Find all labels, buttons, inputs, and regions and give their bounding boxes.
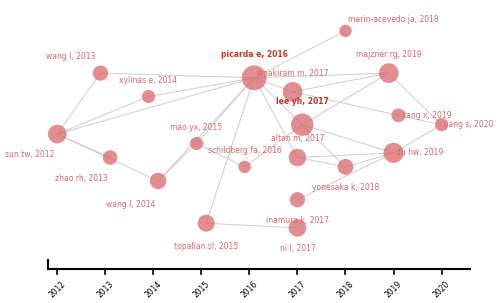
Text: 2020: 2020 [432,279,452,299]
Point [390,150,398,155]
Text: 2018: 2018 [336,279,355,299]
Text: ni l, 2017: ni l, 2017 [280,244,316,253]
Point [294,197,302,202]
Point [438,122,446,127]
Text: du hw, 2019: du hw, 2019 [396,148,443,157]
Text: majzner rg, 2019: majzner rg, 2019 [356,50,422,59]
Text: topalian sl, 2015: topalian sl, 2015 [174,242,238,251]
Text: xylinas e, 2014: xylinas e, 2014 [120,76,178,85]
Text: inamura k, 2017: inamura k, 2017 [266,216,329,225]
Point [106,155,114,160]
Text: altan m, 2017: altan m, 2017 [270,135,324,143]
Point [342,28,349,33]
Text: wang l, 2014: wang l, 2014 [106,200,156,209]
Text: lee yh, 2017: lee yh, 2017 [276,97,328,106]
Point [240,165,248,169]
Point [53,132,61,137]
Text: yonesaka k, 2018: yonesaka k, 2018 [312,183,379,192]
Text: schildberg fa, 2016: schildberg fa, 2016 [208,146,282,155]
Point [192,141,200,146]
Text: yang s, 2020: yang s, 2020 [444,120,494,129]
Text: 2015: 2015 [192,279,212,299]
Text: tang x, 2019: tang x, 2019 [403,111,452,120]
Point [154,178,162,183]
Point [144,94,152,99]
Text: janakiram m, 2017: janakiram m, 2017 [256,69,329,78]
Text: wang l, 2013: wang l, 2013 [46,52,96,62]
Point [384,71,392,75]
Text: 2019: 2019 [384,279,404,299]
Point [288,89,296,94]
Point [342,165,349,169]
Text: picarda e, 2016: picarda e, 2016 [221,50,288,59]
Point [394,113,402,118]
Text: marin-acevedo ja, 2018: marin-acevedo ja, 2018 [348,15,438,24]
Point [96,71,104,75]
Text: sun tw, 2012: sun tw, 2012 [6,151,55,159]
Text: zhao rh, 2013: zhao rh, 2013 [55,174,108,183]
Text: 2017: 2017 [288,279,308,299]
Point [250,75,258,80]
Point [298,122,306,127]
Point [294,155,302,160]
Point [202,221,210,226]
Text: 2016: 2016 [240,279,260,299]
Text: 2014: 2014 [144,279,164,299]
Point [294,225,302,230]
Text: 2013: 2013 [96,279,116,299]
Text: mao yx, 2015: mao yx, 2015 [170,123,222,132]
Text: 2012: 2012 [48,279,67,299]
